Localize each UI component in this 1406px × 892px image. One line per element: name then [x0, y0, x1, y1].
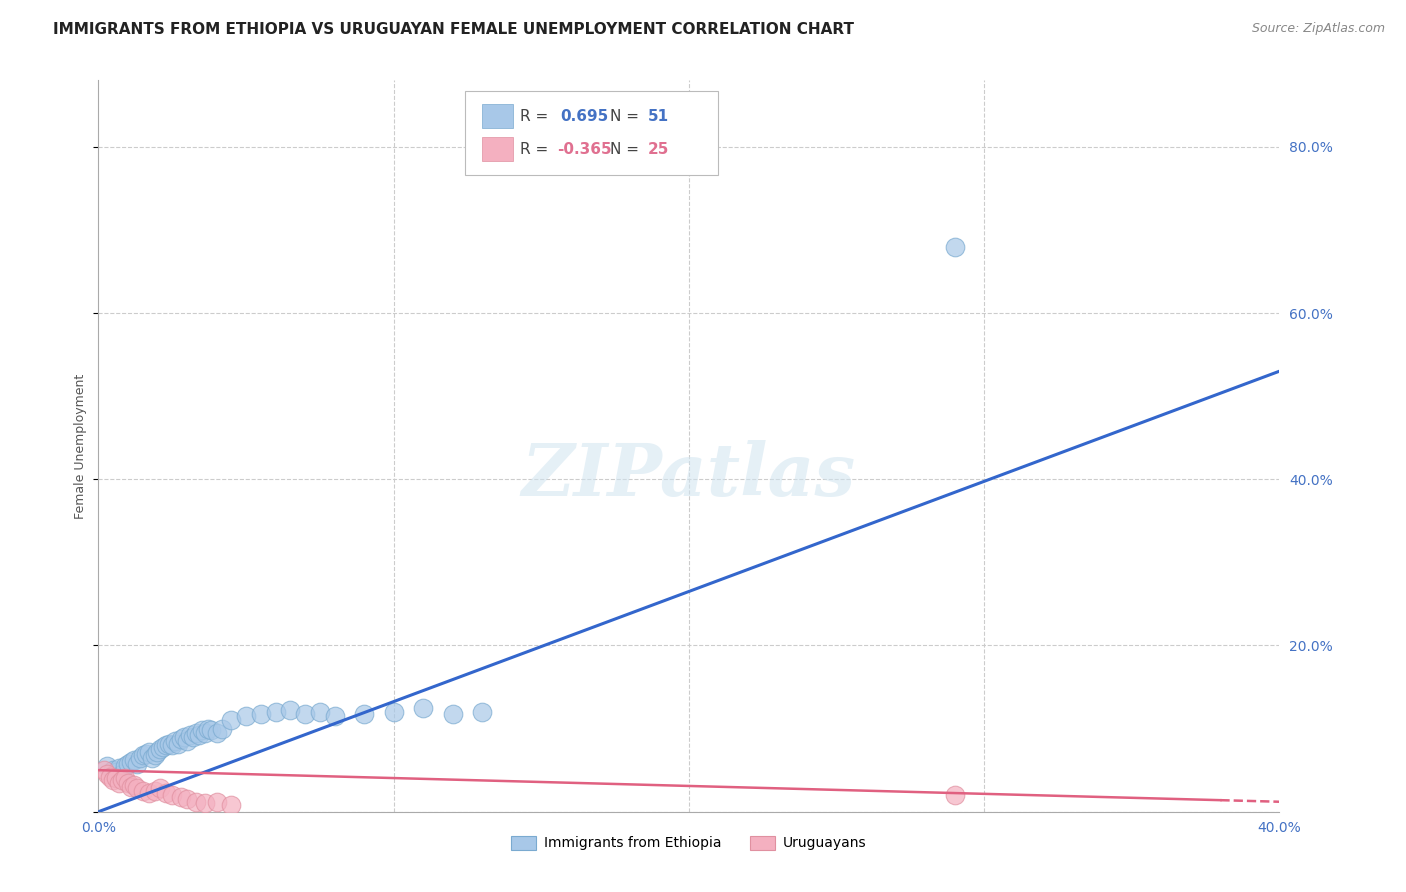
- Point: [162, 738, 183, 752]
- Text: R =: R =: [520, 142, 553, 156]
- Point: [152, 739, 174, 754]
- Text: IMMIGRANTS FROM ETHIOPIA VS URUGUAYAN FEMALE UNEMPLOYMENT CORRELATION CHART: IMMIGRANTS FROM ETHIOPIA VS URUGUAYAN FE…: [53, 22, 855, 37]
- Point: [138, 787, 160, 801]
- Point: [141, 750, 163, 764]
- Text: N =: N =: [610, 109, 644, 124]
- Point: [146, 745, 169, 759]
- FancyBboxPatch shape: [464, 91, 718, 176]
- Text: 0.695: 0.695: [560, 109, 609, 124]
- Point: [111, 767, 134, 781]
- Point: [441, 706, 464, 721]
- Point: [125, 756, 148, 771]
- Point: [132, 748, 155, 763]
- Point: [294, 706, 316, 721]
- Point: [382, 705, 405, 719]
- Legend: Immigrants from Ethiopia, Uruguayans: Immigrants from Ethiopia, Uruguayans: [506, 830, 872, 856]
- Point: [170, 731, 193, 746]
- Point: [165, 734, 187, 748]
- Point: [98, 770, 121, 784]
- Point: [125, 781, 148, 796]
- Bar: [482, 137, 513, 161]
- Bar: [482, 104, 513, 128]
- Point: [211, 722, 233, 736]
- Point: [149, 742, 172, 756]
- Point: [353, 706, 375, 721]
- Point: [117, 756, 139, 771]
- Point: [111, 773, 134, 788]
- Text: R =: R =: [520, 109, 553, 124]
- Point: [943, 788, 966, 802]
- Point: [179, 728, 201, 742]
- Point: [197, 722, 219, 736]
- Point: [162, 788, 183, 802]
- Y-axis label: Female Unemployment: Female Unemployment: [73, 374, 87, 518]
- Point: [221, 714, 243, 728]
- Text: -0.365: -0.365: [557, 142, 612, 156]
- Point: [943, 239, 966, 253]
- Point: [221, 798, 243, 813]
- Point: [120, 780, 142, 794]
- Point: [184, 725, 207, 739]
- Point: [412, 701, 434, 715]
- Point: [120, 755, 142, 769]
- Point: [170, 789, 193, 804]
- Point: [103, 773, 125, 788]
- Point: [471, 705, 494, 719]
- Point: [200, 723, 222, 738]
- Point: [173, 730, 195, 744]
- Point: [114, 759, 136, 773]
- Point: [176, 734, 198, 748]
- Point: [167, 737, 190, 751]
- Point: [280, 703, 302, 717]
- Point: [194, 725, 217, 739]
- Point: [108, 762, 131, 776]
- Point: [194, 797, 217, 811]
- Point: [96, 759, 118, 773]
- Point: [155, 787, 177, 801]
- Text: ZIPatlas: ZIPatlas: [522, 440, 856, 511]
- Point: [138, 745, 160, 759]
- Point: [135, 747, 157, 761]
- Text: N =: N =: [610, 142, 644, 156]
- Point: [132, 784, 155, 798]
- Point: [181, 730, 204, 744]
- Point: [187, 728, 209, 742]
- Text: 51: 51: [648, 109, 669, 124]
- Point: [108, 775, 131, 789]
- Point: [205, 795, 228, 809]
- Point: [143, 748, 166, 763]
- Point: [176, 792, 198, 806]
- Point: [184, 795, 207, 809]
- Point: [103, 763, 125, 777]
- Text: 25: 25: [648, 142, 669, 156]
- Point: [114, 772, 136, 786]
- Point: [157, 737, 180, 751]
- Point: [191, 723, 214, 738]
- Point: [205, 725, 228, 739]
- Point: [309, 705, 332, 719]
- Point: [117, 775, 139, 789]
- Point: [105, 772, 128, 786]
- Point: [105, 764, 128, 779]
- Point: [235, 709, 257, 723]
- Point: [93, 763, 115, 777]
- Text: Source: ZipAtlas.com: Source: ZipAtlas.com: [1251, 22, 1385, 36]
- Point: [122, 753, 145, 767]
- Point: [149, 781, 172, 796]
- Point: [155, 738, 177, 752]
- Point: [128, 750, 150, 764]
- Point: [143, 784, 166, 798]
- Point: [96, 767, 118, 781]
- Point: [264, 705, 287, 719]
- Point: [122, 778, 145, 792]
- Point: [323, 709, 346, 723]
- Point: [250, 706, 273, 721]
